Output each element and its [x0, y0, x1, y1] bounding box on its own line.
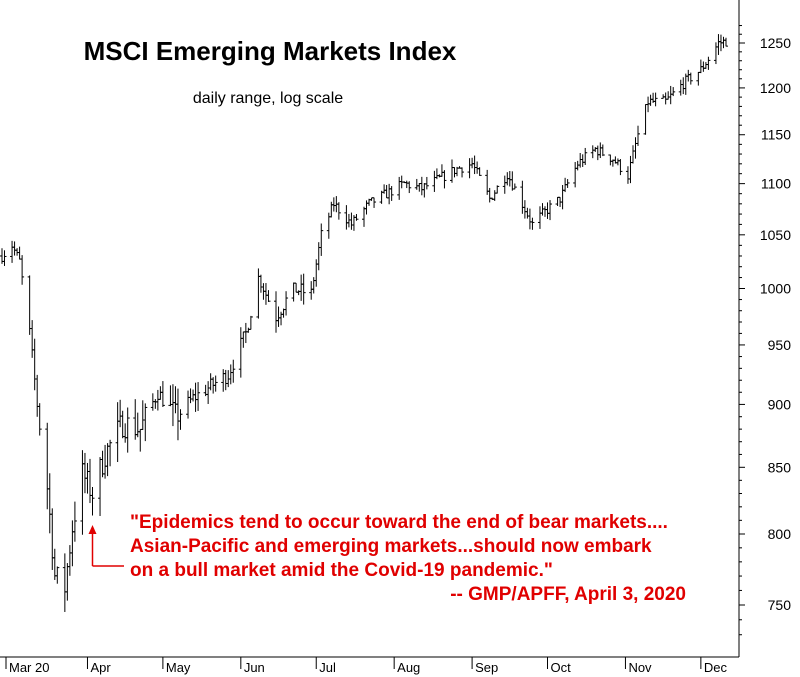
y-tick-label: 1050: [760, 227, 791, 243]
x-tick-label: Aug: [397, 660, 420, 675]
x-tick-label: Dec: [704, 660, 728, 675]
ohlc-bar: [688, 72, 693, 85]
x-tick-label: Nov: [628, 660, 652, 675]
ohlc-bar: [213, 375, 218, 392]
x-tick-label: Oct: [551, 660, 572, 675]
ohlc-bar: [37, 403, 42, 436]
ohlc-bar: [196, 382, 201, 411]
annotation-arrow-head: [88, 525, 97, 534]
annotation-attribution: -- GMP/APFF, April 3, 2020: [450, 584, 686, 605]
ohlc-bar: [671, 87, 676, 97]
annotation-line-1: "Epidemics tend to occur toward the end …: [130, 512, 668, 533]
ohlc-bar: [636, 125, 641, 146]
ohlc-bar: [583, 147, 588, 165]
ohlc-bar: [706, 56, 711, 70]
ohlc-bar: [2, 250, 7, 266]
annotation: "Epidemics tend to occur toward the end …: [88, 512, 686, 605]
ohlc-bar: [301, 273, 306, 305]
x-tick-label: May: [166, 660, 191, 675]
ohlc-bar: [477, 167, 482, 176]
ohlc-bar: [372, 197, 377, 208]
x-tick-label: Jul: [319, 660, 336, 675]
annotation-line-3: on a bull market amid the Covid-19 pande…: [130, 560, 553, 581]
y-tick-label: 850: [768, 459, 792, 475]
ohlc-bar: [108, 439, 113, 467]
y-axis-ticks: 750 800 850 900 950 1000 1050 1100 1150 1200 1250: [739, 25, 792, 636]
ohlc-bar: [548, 200, 553, 221]
y-tick-label: 900: [768, 396, 792, 412]
y-tick-label: 1000: [760, 280, 791, 296]
ohlc-bar: [512, 183, 517, 190]
ohlc-bar: [618, 159, 623, 176]
ohlc-bar: [266, 290, 271, 302]
x-tick-label: Mar 20: [9, 660, 49, 675]
price-bars: [0, 34, 728, 612]
y-tick-label: 1200: [760, 80, 791, 96]
ohlc-bar: [143, 403, 148, 442]
y-tick-label: 950: [768, 337, 792, 353]
ohlc-bar: [284, 291, 289, 316]
ohlc-bar: [600, 144, 605, 157]
ohlc-bar: [248, 315, 253, 330]
x-tick-label: Sep: [475, 660, 498, 675]
ohlc-bar: [231, 359, 236, 383]
ohlc-bar: [530, 217, 535, 230]
ohlc-bar: [55, 566, 60, 584]
ohlc-bar: [354, 214, 359, 221]
ohlc-bar: [460, 167, 465, 178]
ohlc-bar: [125, 407, 130, 453]
ohlc-bar: [442, 170, 447, 189]
x-axis-ticks: Mar 20 Apr May Jun Jul Aug Sep Oct Nov Dec: [5, 657, 728, 675]
ohlc-bar: [495, 185, 500, 194]
ohlc-bar: [178, 409, 183, 430]
ohlc-bar: [160, 381, 165, 407]
ohlc-bar: [724, 37, 728, 47]
ohlc-bar: [653, 92, 658, 107]
ohlc-bar: [565, 179, 570, 188]
ohlc-bar: [336, 202, 341, 220]
ohlc-bar: [90, 487, 95, 516]
y-tick-label: 1150: [761, 127, 791, 143]
x-tick-label: Apr: [90, 660, 111, 675]
ohlc-bar: [72, 501, 77, 542]
ohlc-bar: [20, 255, 25, 285]
chart-subtitle: daily range, log scale: [193, 90, 343, 107]
y-tick-label: 1100: [761, 176, 791, 192]
x-tick-label: Jun: [244, 660, 265, 675]
y-tick-label: 800: [768, 526, 792, 542]
chart-title: MSCI Emerging Markets Index: [84, 36, 457, 66]
ohlc-bar: [389, 186, 394, 201]
y-tick-label: 750: [768, 597, 792, 613]
y-tick-label: 1250: [760, 35, 791, 51]
ohlc-bar: [424, 176, 429, 190]
annotation-line-2: Asian-Pacific and emerging markets...sho…: [130, 536, 652, 557]
ohlc-bar: [319, 223, 324, 256]
ohlc-bar: [407, 181, 412, 194]
